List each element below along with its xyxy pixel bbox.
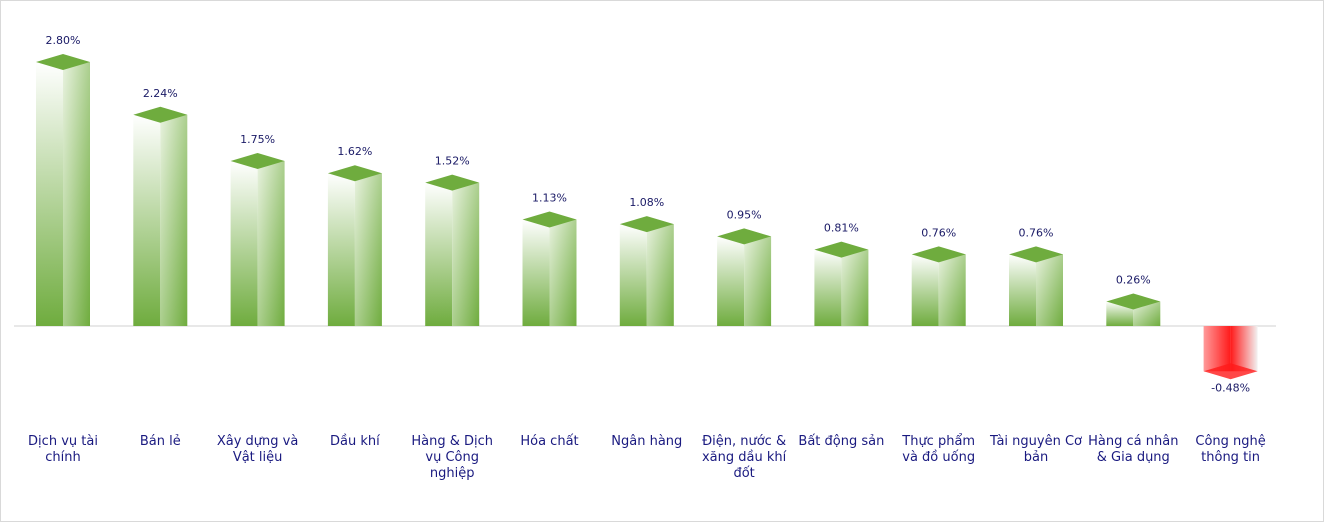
value-label: 1.52% bbox=[435, 155, 470, 168]
x-tick-label: Bất động sản bbox=[798, 434, 885, 449]
x-tick-label: Hàng cá nhân & Gia dụng bbox=[1088, 434, 1179, 465]
bar-side bbox=[1036, 254, 1063, 326]
bar bbox=[1203, 326, 1231, 372]
bar-side bbox=[938, 254, 966, 326]
bar-cap bbox=[619, 216, 674, 233]
x-tick-label: Dịch vụ tài chính bbox=[28, 434, 98, 465]
value-label: 2.80% bbox=[46, 34, 81, 47]
bar bbox=[522, 219, 550, 326]
value-label: 2.24% bbox=[143, 87, 178, 100]
bar-cap bbox=[1009, 246, 1063, 263]
bar-cap bbox=[425, 174, 480, 191]
bar-side bbox=[354, 173, 382, 326]
value-label: 0.26% bbox=[1116, 273, 1151, 286]
x-tick-label: Dầu khí bbox=[330, 434, 380, 449]
value-label: 1.13% bbox=[532, 191, 567, 204]
bar-side bbox=[841, 249, 869, 326]
bar-cap bbox=[133, 106, 188, 123]
value-label: 1.75% bbox=[240, 133, 275, 146]
value-label: 0.76% bbox=[1019, 226, 1054, 239]
bar-cap bbox=[1106, 293, 1161, 310]
bar-side bbox=[646, 224, 674, 326]
bar-side bbox=[452, 182, 480, 326]
bar-cap bbox=[814, 241, 869, 258]
bar-cap bbox=[522, 211, 577, 228]
bar-side bbox=[257, 160, 285, 326]
bar-cap bbox=[327, 165, 382, 182]
value-label: 0.95% bbox=[727, 208, 762, 221]
bar bbox=[230, 160, 258, 326]
bar bbox=[814, 249, 842, 326]
bar bbox=[1009, 254, 1036, 326]
x-tick-label: Công nghệ thông tin bbox=[1195, 434, 1266, 465]
x-tick-label: Điện, nước & xăng dầu khí đốt bbox=[701, 434, 787, 481]
value-label: 1.08% bbox=[629, 196, 664, 209]
x-tick-label: Hóa chất bbox=[520, 434, 579, 449]
bar-cap bbox=[911, 246, 966, 263]
bar bbox=[36, 61, 63, 327]
bar bbox=[133, 114, 161, 326]
bar-side bbox=[744, 236, 772, 326]
value-label: 0.81% bbox=[824, 222, 859, 235]
bar-cap bbox=[1203, 363, 1258, 380]
bar bbox=[717, 236, 745, 326]
x-tick-label: Bán lẻ bbox=[139, 434, 181, 449]
x-tick-label: Ngân hàng bbox=[611, 434, 683, 449]
x-tick-label: Xây dựng và Vật liệu bbox=[216, 434, 299, 465]
bar bbox=[619, 224, 647, 326]
bar-side bbox=[1230, 326, 1258, 372]
bar-cap bbox=[230, 152, 285, 169]
bar-side bbox=[549, 219, 577, 326]
bar bbox=[327, 173, 355, 326]
x-tick-label: Thực phẩm và đồ uống bbox=[902, 434, 976, 465]
bar bbox=[425, 182, 453, 326]
bar-cap bbox=[36, 53, 90, 70]
bar-cap bbox=[717, 228, 772, 245]
bar-side bbox=[160, 114, 188, 326]
value-label: -0.48% bbox=[1211, 381, 1250, 394]
x-tick-label: Tài nguyên Cơ bản bbox=[990, 434, 1082, 465]
bar bbox=[911, 254, 939, 326]
x-tick-label: Hàng & Dịch vụ Công nghiệp bbox=[411, 434, 494, 481]
value-label: 0.76% bbox=[921, 226, 956, 239]
bar-side bbox=[63, 61, 90, 327]
value-label: 1.62% bbox=[337, 145, 372, 158]
